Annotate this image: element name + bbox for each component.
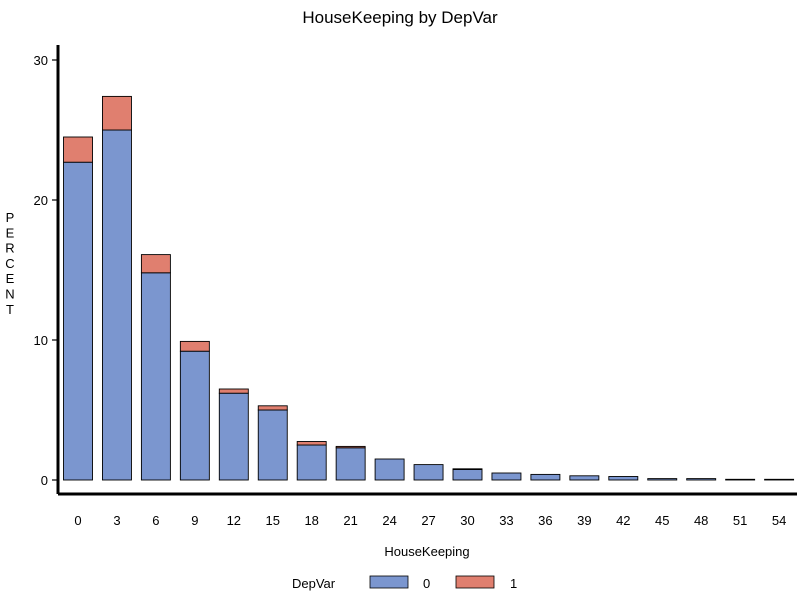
bar-segment-42-series-0 [608, 476, 639, 481]
bar-segment-36-series-0 [530, 473, 561, 481]
bar-segment-3-series-0 [101, 129, 132, 481]
x-tick-label: 27 [421, 513, 435, 528]
y-tick-label: 30 [34, 53, 48, 68]
legend-swatch-series-1 [455, 575, 495, 589]
bar-segment-33-series-0 [491, 472, 522, 481]
x-tick-label: 48 [694, 513, 708, 528]
x-tick-label: 54 [772, 513, 786, 528]
y-ticks: 0 10 20 30 [34, 53, 58, 488]
x-tick-label: 21 [343, 513, 357, 528]
x-tick-label: 33 [499, 513, 513, 528]
bar-segment-3-series-1 [101, 95, 132, 131]
chart-title: HouseKeeping by DepVar [302, 8, 498, 27]
bar-segment-51-series-0 [725, 478, 756, 481]
x-tick-label: 24 [382, 513, 396, 528]
bar-segment-24-series-0 [374, 458, 405, 481]
legend-swatch-series-0 [369, 575, 409, 589]
x-tick-label: 42 [616, 513, 630, 528]
x-tick-label: 51 [733, 513, 747, 528]
x-tick-label: 18 [304, 513, 318, 528]
bar-segment-39-series-0 [569, 475, 600, 481]
bar-segment-12-series-1 [218, 388, 249, 394]
x-tick-label: 12 [227, 513, 241, 528]
bar-segment-12-series-0 [218, 392, 249, 481]
bar-segment-9-series-0 [179, 350, 210, 481]
bar-segment-6-series-0 [140, 272, 171, 481]
bar-segment-15-series-1 [257, 405, 288, 411]
y-tick-label: 0 [41, 473, 48, 488]
bar-segment-21-series-1 [335, 445, 366, 449]
y-tick-label: 10 [34, 333, 48, 348]
bar-segment-45-series-0 [647, 478, 678, 481]
bar-segment-9-series-1 [179, 340, 210, 352]
legend-title: DepVar [292, 576, 336, 591]
bar-segment-48-series-0 [686, 478, 717, 481]
legend: DepVar 0 1 [292, 575, 517, 591]
x-tick-label: 45 [655, 513, 669, 528]
bar-segment-0-series-0 [63, 161, 93, 481]
x-ticks: 0 3 6 9 12 15 18 21 24 27 30 33 36 39 42 45 48 51 54 [74, 513, 786, 528]
bars [63, 95, 795, 481]
x-tick-label: 3 [113, 513, 120, 528]
bar-segment-54-series-0 [764, 478, 795, 481]
y-tick-label: 20 [34, 193, 48, 208]
bar-segment-0-series-1 [63, 136, 93, 163]
x-tick-label: 15 [266, 513, 280, 528]
bar-segment-30-series-0 [452, 469, 483, 481]
legend-label-series-0: 0 [423, 576, 430, 591]
x-tick-label: 30 [460, 513, 474, 528]
x-tick-label: 0 [74, 513, 81, 528]
x-tick-label: 6 [152, 513, 159, 528]
bar-segment-18-series-0 [296, 444, 327, 481]
bar-segment-18-series-1 [296, 441, 327, 446]
bar-segment-6-series-1 [140, 254, 171, 274]
bar-segment-21-series-0 [335, 447, 366, 481]
x-tick-label: 36 [538, 513, 552, 528]
bar-segment-30-series-1 [452, 468, 483, 470]
x-tick-label: 39 [577, 513, 591, 528]
x-axis-label: HouseKeeping [384, 544, 469, 559]
bar-segment-27-series-0 [413, 464, 444, 481]
bar-segment-15-series-0 [257, 409, 288, 481]
legend-label-series-1: 1 [510, 576, 517, 591]
x-tick-label: 9 [191, 513, 198, 528]
